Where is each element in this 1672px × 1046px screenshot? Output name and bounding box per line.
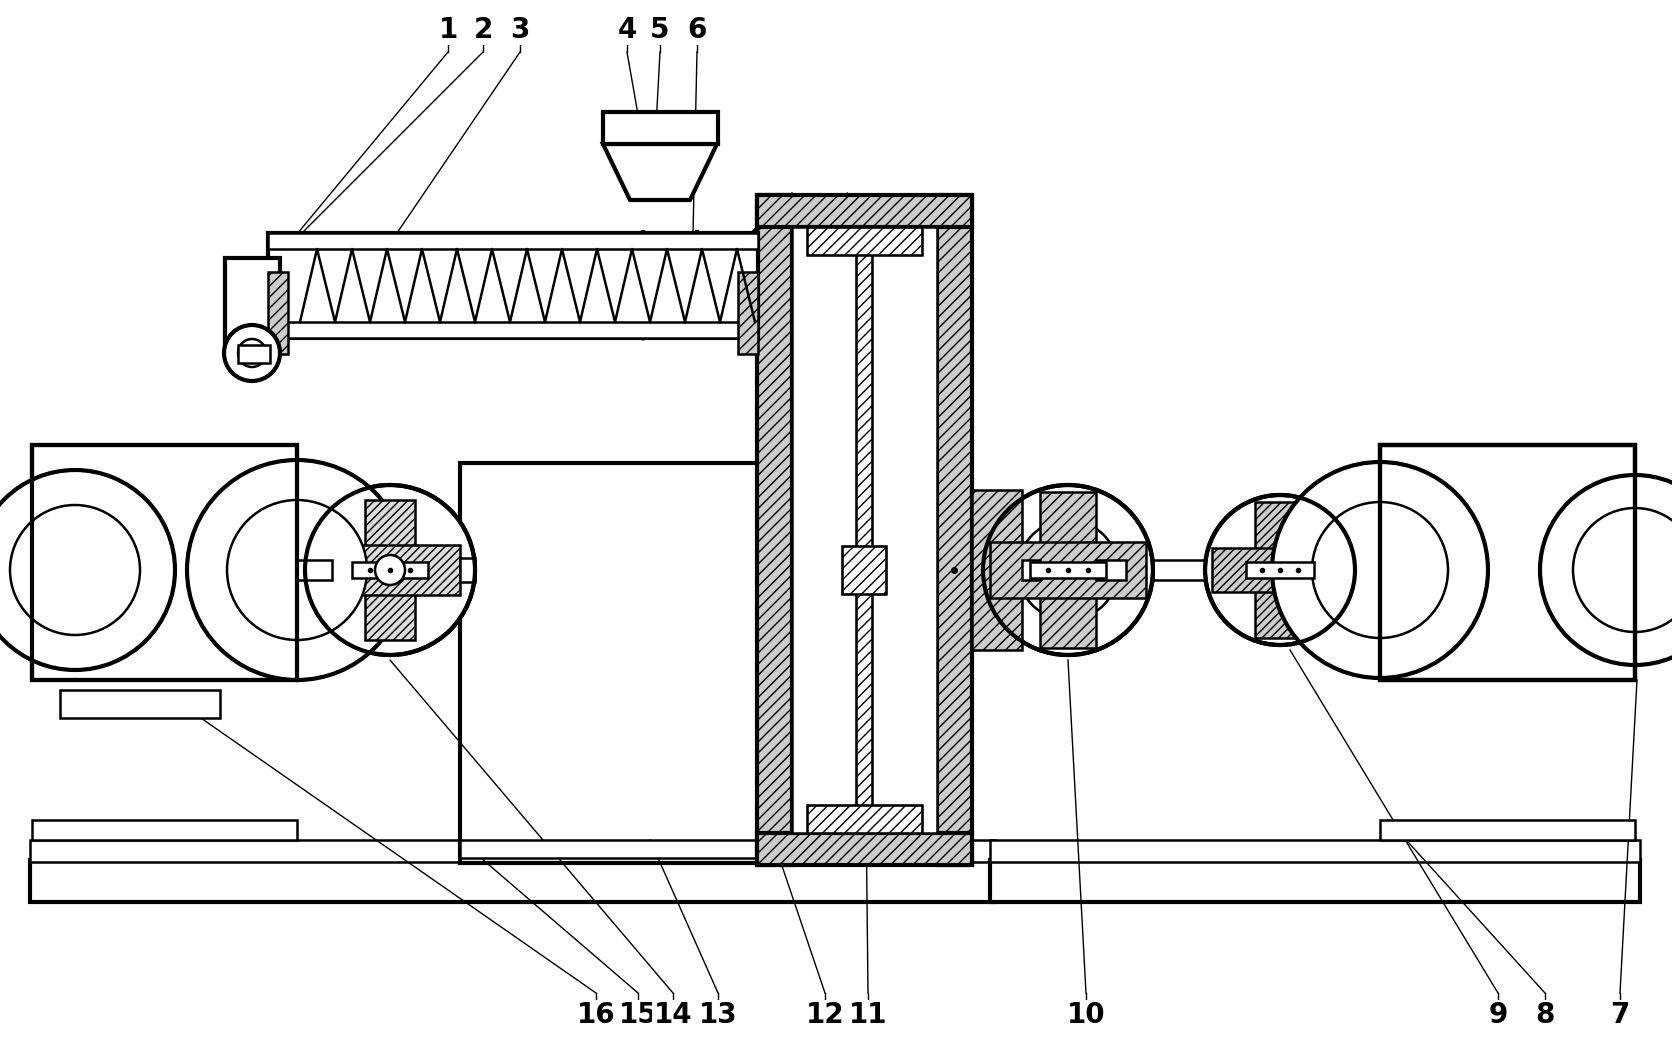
Bar [1379, 445, 1635, 680]
Bar [990, 840, 1640, 862]
Bar [30, 860, 995, 902]
Bar [364, 500, 415, 640]
Bar [1097, 560, 1125, 579]
Bar [1246, 562, 1314, 578]
Bar [757, 195, 971, 227]
Bar [460, 463, 771, 863]
Circle shape [227, 500, 366, 640]
Bar [990, 860, 1640, 902]
Circle shape [1573, 508, 1672, 632]
Circle shape [237, 339, 266, 367]
Text: 15: 15 [619, 1001, 657, 1029]
Bar [808, 805, 921, 833]
Text: 13: 13 [699, 1001, 737, 1029]
Text: 9: 9 [1488, 1001, 1508, 1029]
Circle shape [1206, 495, 1354, 645]
Bar [268, 322, 757, 338]
Text: 12: 12 [806, 1001, 844, 1029]
Bar [32, 820, 298, 840]
Text: 16: 16 [577, 1001, 615, 1029]
Bar [460, 558, 475, 582]
Circle shape [187, 460, 406, 680]
Bar [60, 690, 221, 718]
Bar [990, 542, 1145, 598]
Circle shape [375, 555, 405, 585]
Bar [1022, 560, 1040, 579]
Bar [843, 546, 886, 594]
Text: 1: 1 [438, 16, 458, 44]
Bar [808, 227, 921, 255]
Circle shape [1018, 520, 1119, 620]
Circle shape [1540, 475, 1672, 665]
Bar [1354, 560, 1379, 579]
Text: 3: 3 [510, 16, 530, 44]
Text: 11: 11 [849, 1001, 888, 1029]
Bar [268, 272, 288, 354]
Bar [808, 227, 921, 255]
Bar [737, 272, 757, 354]
Circle shape [10, 505, 140, 635]
Bar [971, 490, 1022, 650]
Text: 7: 7 [1610, 1001, 1630, 1029]
Bar [1379, 445, 1635, 680]
Bar [298, 560, 333, 579]
Circle shape [1272, 462, 1488, 678]
Polygon shape [604, 144, 717, 200]
Text: 2: 2 [473, 16, 493, 44]
Bar [319, 545, 460, 595]
Bar [1256, 502, 1306, 638]
Bar [856, 235, 873, 825]
Bar [793, 227, 936, 833]
Bar [757, 195, 793, 865]
Bar [237, 345, 269, 363]
Bar [268, 233, 757, 249]
Bar [32, 445, 298, 680]
Bar [1379, 445, 1635, 680]
Bar [1030, 562, 1105, 578]
Bar [856, 235, 873, 825]
Text: 8: 8 [1535, 1001, 1555, 1029]
Bar [1212, 548, 1348, 592]
Circle shape [304, 485, 475, 655]
Bar [1040, 492, 1097, 649]
Bar [353, 562, 428, 578]
Text: 4: 4 [617, 16, 637, 44]
Bar [30, 840, 995, 862]
Circle shape [224, 325, 279, 381]
Circle shape [0, 470, 176, 670]
Circle shape [983, 485, 1154, 655]
Bar [460, 840, 771, 858]
Bar [1154, 560, 1206, 579]
Bar [268, 233, 757, 338]
Bar [226, 258, 279, 353]
Circle shape [1313, 502, 1448, 638]
Bar [604, 112, 717, 144]
Bar [757, 833, 971, 865]
Bar [843, 546, 886, 594]
Bar [1379, 820, 1635, 840]
Bar [936, 195, 971, 865]
Text: 10: 10 [1067, 1001, 1105, 1029]
Text: 6: 6 [687, 16, 707, 44]
Bar [808, 805, 921, 833]
Text: 14: 14 [654, 1001, 692, 1029]
Text: 5: 5 [650, 16, 670, 44]
Bar [32, 445, 298, 680]
